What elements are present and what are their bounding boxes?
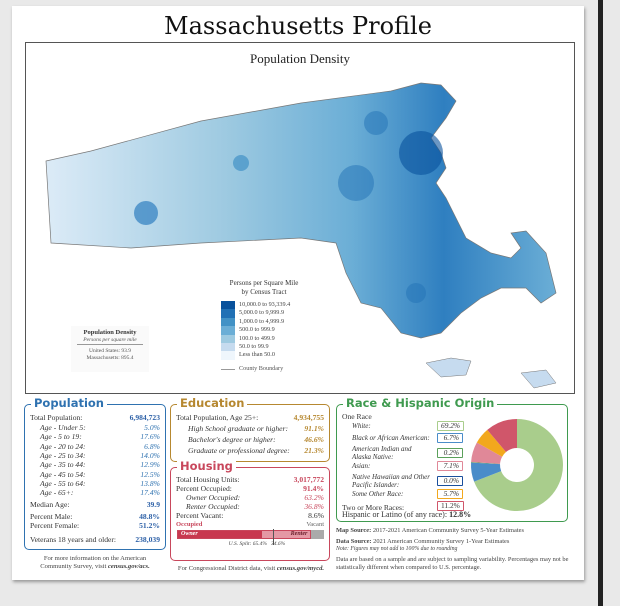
race-label: American Indian and Alaska Native: (352, 445, 412, 461)
legend-item: 5,000.0 to 9,999.9 (221, 309, 290, 318)
race-title: Race & Hispanic Origin (343, 396, 498, 410)
housing-title: Housing (177, 459, 236, 473)
age-row: Age - 5 to 19: 17.6% (40, 432, 160, 442)
education-title: Education (177, 396, 248, 410)
race-label: Asian: (352, 462, 371, 470)
county-boundary-label: County Boundary (239, 365, 284, 372)
legend-swatch (221, 317, 235, 327)
legend-item: 100.0 to 499.9 (221, 334, 290, 343)
density-box: Population Density Persons per square mi… (71, 326, 149, 372)
legend-title-2: by Census Tract (241, 288, 287, 296)
age-row: Age - 65+: 17.4% (40, 488, 160, 498)
race-donut-chart (471, 419, 563, 511)
density-box-subtitle: Persons per square mile (77, 337, 143, 345)
acs-link[interactable]: census.gov/acs. (107, 563, 150, 570)
hispanic-value: 12.8% (449, 510, 472, 519)
donut-slice (471, 462, 502, 482)
race-value: 5.7% (437, 489, 463, 500)
race-label: Two or More Races: (342, 503, 405, 512)
ma-density: Massachusetts: 895.4 (86, 355, 134, 361)
owner-bar: Owner (178, 531, 262, 538)
age-row: Age - 25 to 34: 14.0% (40, 450, 160, 460)
donut-slice (487, 419, 517, 453)
race-value: 11.2% (437, 501, 464, 512)
race-value: 7.1% (437, 461, 463, 472)
map-frame: Population Density Persons per Square Mi… (25, 42, 575, 394)
legend-item: Less than 50.0 (221, 351, 290, 360)
race-value: 0.2% (437, 448, 463, 458)
map-legend: 10,000.0 to 93,339.4 5,000.0 to 9,999.9 1,… (221, 301, 290, 360)
us-split-renter: 34.6% (271, 541, 286, 547)
renter-bar: Renter (261, 531, 311, 538)
race-value: 69.2% (437, 421, 465, 432)
legend-swatch (221, 326, 235, 335)
mycd-link[interactable]: census.gov/mycd. (276, 565, 325, 572)
housing-units: 3,017,772 (293, 475, 324, 484)
population-title: Population (31, 396, 107, 410)
age-row: Age - 35 to 44: 12.9% (40, 460, 160, 470)
population-box: Population Total Population: 6,984,723 Me… (24, 396, 166, 550)
window-edge (598, 0, 603, 606)
race-label: Some Other Race: (352, 490, 404, 498)
page-title: Massachusetts Profile (164, 12, 432, 40)
percent-male: 48.8% (139, 512, 160, 521)
donut-slice (476, 429, 507, 457)
education-row: High School graduate or higher: 91.1% (188, 424, 324, 433)
education-total: 4,934,755 (293, 413, 324, 422)
percent-female: 51.2% (139, 521, 160, 530)
age-row: Age - Under 5: 5.0% (40, 423, 160, 432)
one-race-label: One Race (342, 412, 372, 421)
legend-item: 1,000.0 to 4,999.9 (221, 317, 290, 327)
age-row: Age - 55 to 64: 13.8% (40, 478, 160, 488)
age-row: Age - 45 to 54: 12.5% (40, 469, 160, 479)
total-population: 6,984,723 (129, 413, 160, 422)
housing-bar: Owner Renter (177, 529, 324, 545)
race-value: 0.0% (437, 476, 463, 486)
marthas-vineyard (425, 357, 472, 378)
legend-swatch (221, 351, 235, 360)
donut-slice (471, 442, 503, 464)
owner-occupied: 63.2% (304, 493, 324, 502)
density-box-title: Population Density (83, 329, 137, 336)
us-density: United States: 93.9 (88, 348, 131, 354)
legend-title-1: Persons per Square Mile (229, 279, 299, 287)
race-value: 6.7% (437, 433, 463, 444)
legend-item: 50.0 to 99.9 (221, 342, 290, 352)
race-label: Black or African American: (352, 434, 430, 442)
legend-swatch (221, 334, 235, 343)
education-row: Graduate or professional degree: 21.3% (188, 446, 324, 455)
housing-box: Housing Total Housing Units: 3,017,772 Pe… (170, 459, 330, 561)
legend-swatch (221, 342, 235, 352)
veterans: 238,039 (135, 535, 160, 544)
legend-swatch (221, 309, 235, 318)
us-split-owner: U.S. Split: 65.4% (228, 541, 267, 547)
legend-item: 500.0 to 999.9 (221, 326, 290, 335)
median-age: 39.9 (146, 500, 160, 509)
nantucket (520, 369, 557, 389)
state-outline (45, 82, 557, 339)
percent-vacant: 8.6% (308, 511, 324, 520)
race-label: Native Hawaiian and Other Pacific Island… (352, 473, 430, 489)
education-row: Bachelor's degree or higher: 46.6% (188, 435, 324, 444)
massachusetts-map (45, 82, 557, 389)
race-label: White: (352, 422, 371, 430)
legend-item: 10,000.0 to 93,339.4 (221, 301, 290, 310)
age-row: Age - 20 to 24: 6.8% (40, 441, 160, 451)
donut-slice (471, 462, 501, 465)
renter-occupied: 36.8% (304, 502, 324, 511)
race-box: Race & Hispanic Origin One Race White: 69… (336, 396, 568, 522)
profile-page: Massachusetts Profile Population Density… (12, 6, 584, 580)
county-boundary-line (221, 368, 235, 370)
legend-swatch (221, 301, 235, 310)
donut-slice (474, 419, 563, 511)
map-title: Population Density (249, 51, 351, 66)
education-box: Education Total Population, Age 25+: 4,93… (170, 396, 330, 462)
percent-occupied: 91.4% (303, 484, 324, 493)
